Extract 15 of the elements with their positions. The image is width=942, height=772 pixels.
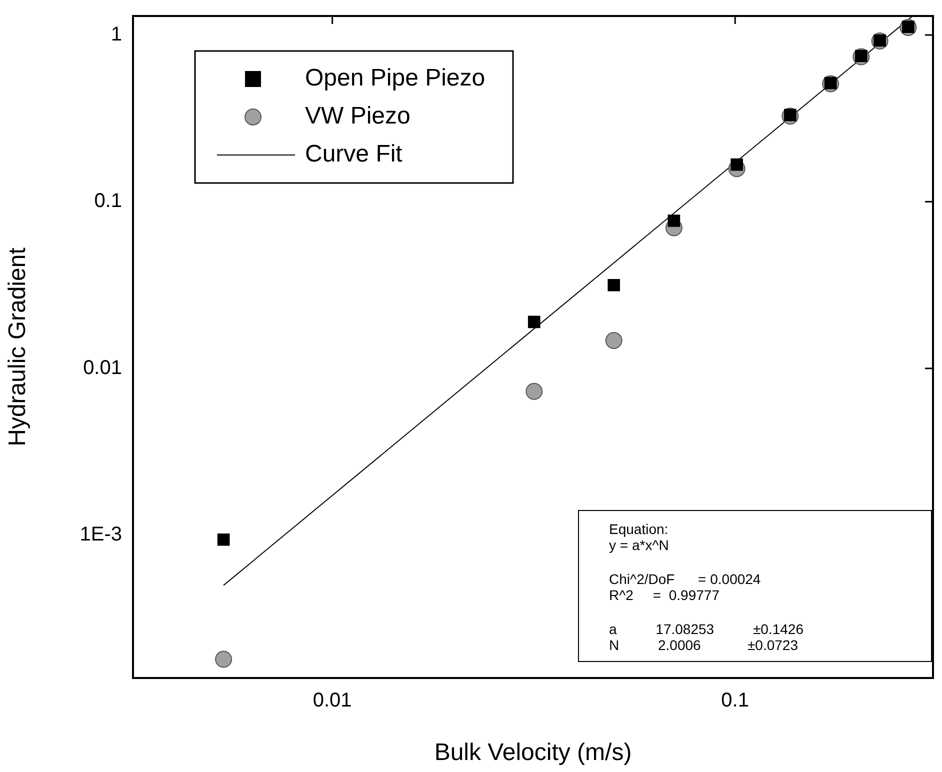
- y-tick-label: 1: [110, 24, 122, 46]
- annotation: R^2 = 0.99777: [609, 587, 720, 603]
- y-tick-label: 0.1: [94, 190, 122, 212]
- legend-label: Open Pipe Piezo: [305, 64, 486, 92]
- annotation: N 2.0006 ±0.0723: [609, 637, 800, 653]
- annotation: Equation:: [609, 521, 670, 537]
- x-axis-title: Bulk Velocity (m/s): [434, 739, 632, 766]
- legend-label: Curve Fit: [305, 140, 403, 168]
- y-tick-label: 0.01: [83, 356, 122, 379]
- y-tick-label: 1E-3: [80, 524, 122, 546]
- annotation: y = a*x^N: [609, 537, 670, 553]
- annotation: a 17.08253 ±0.1426: [609, 621, 804, 637]
- annotation: Chi^2/DoF = 0.00024: [609, 571, 762, 587]
- y-axis-title: Hydraulic Gradient: [4, 247, 32, 446]
- legend-label: VW Piezo: [305, 102, 410, 130]
